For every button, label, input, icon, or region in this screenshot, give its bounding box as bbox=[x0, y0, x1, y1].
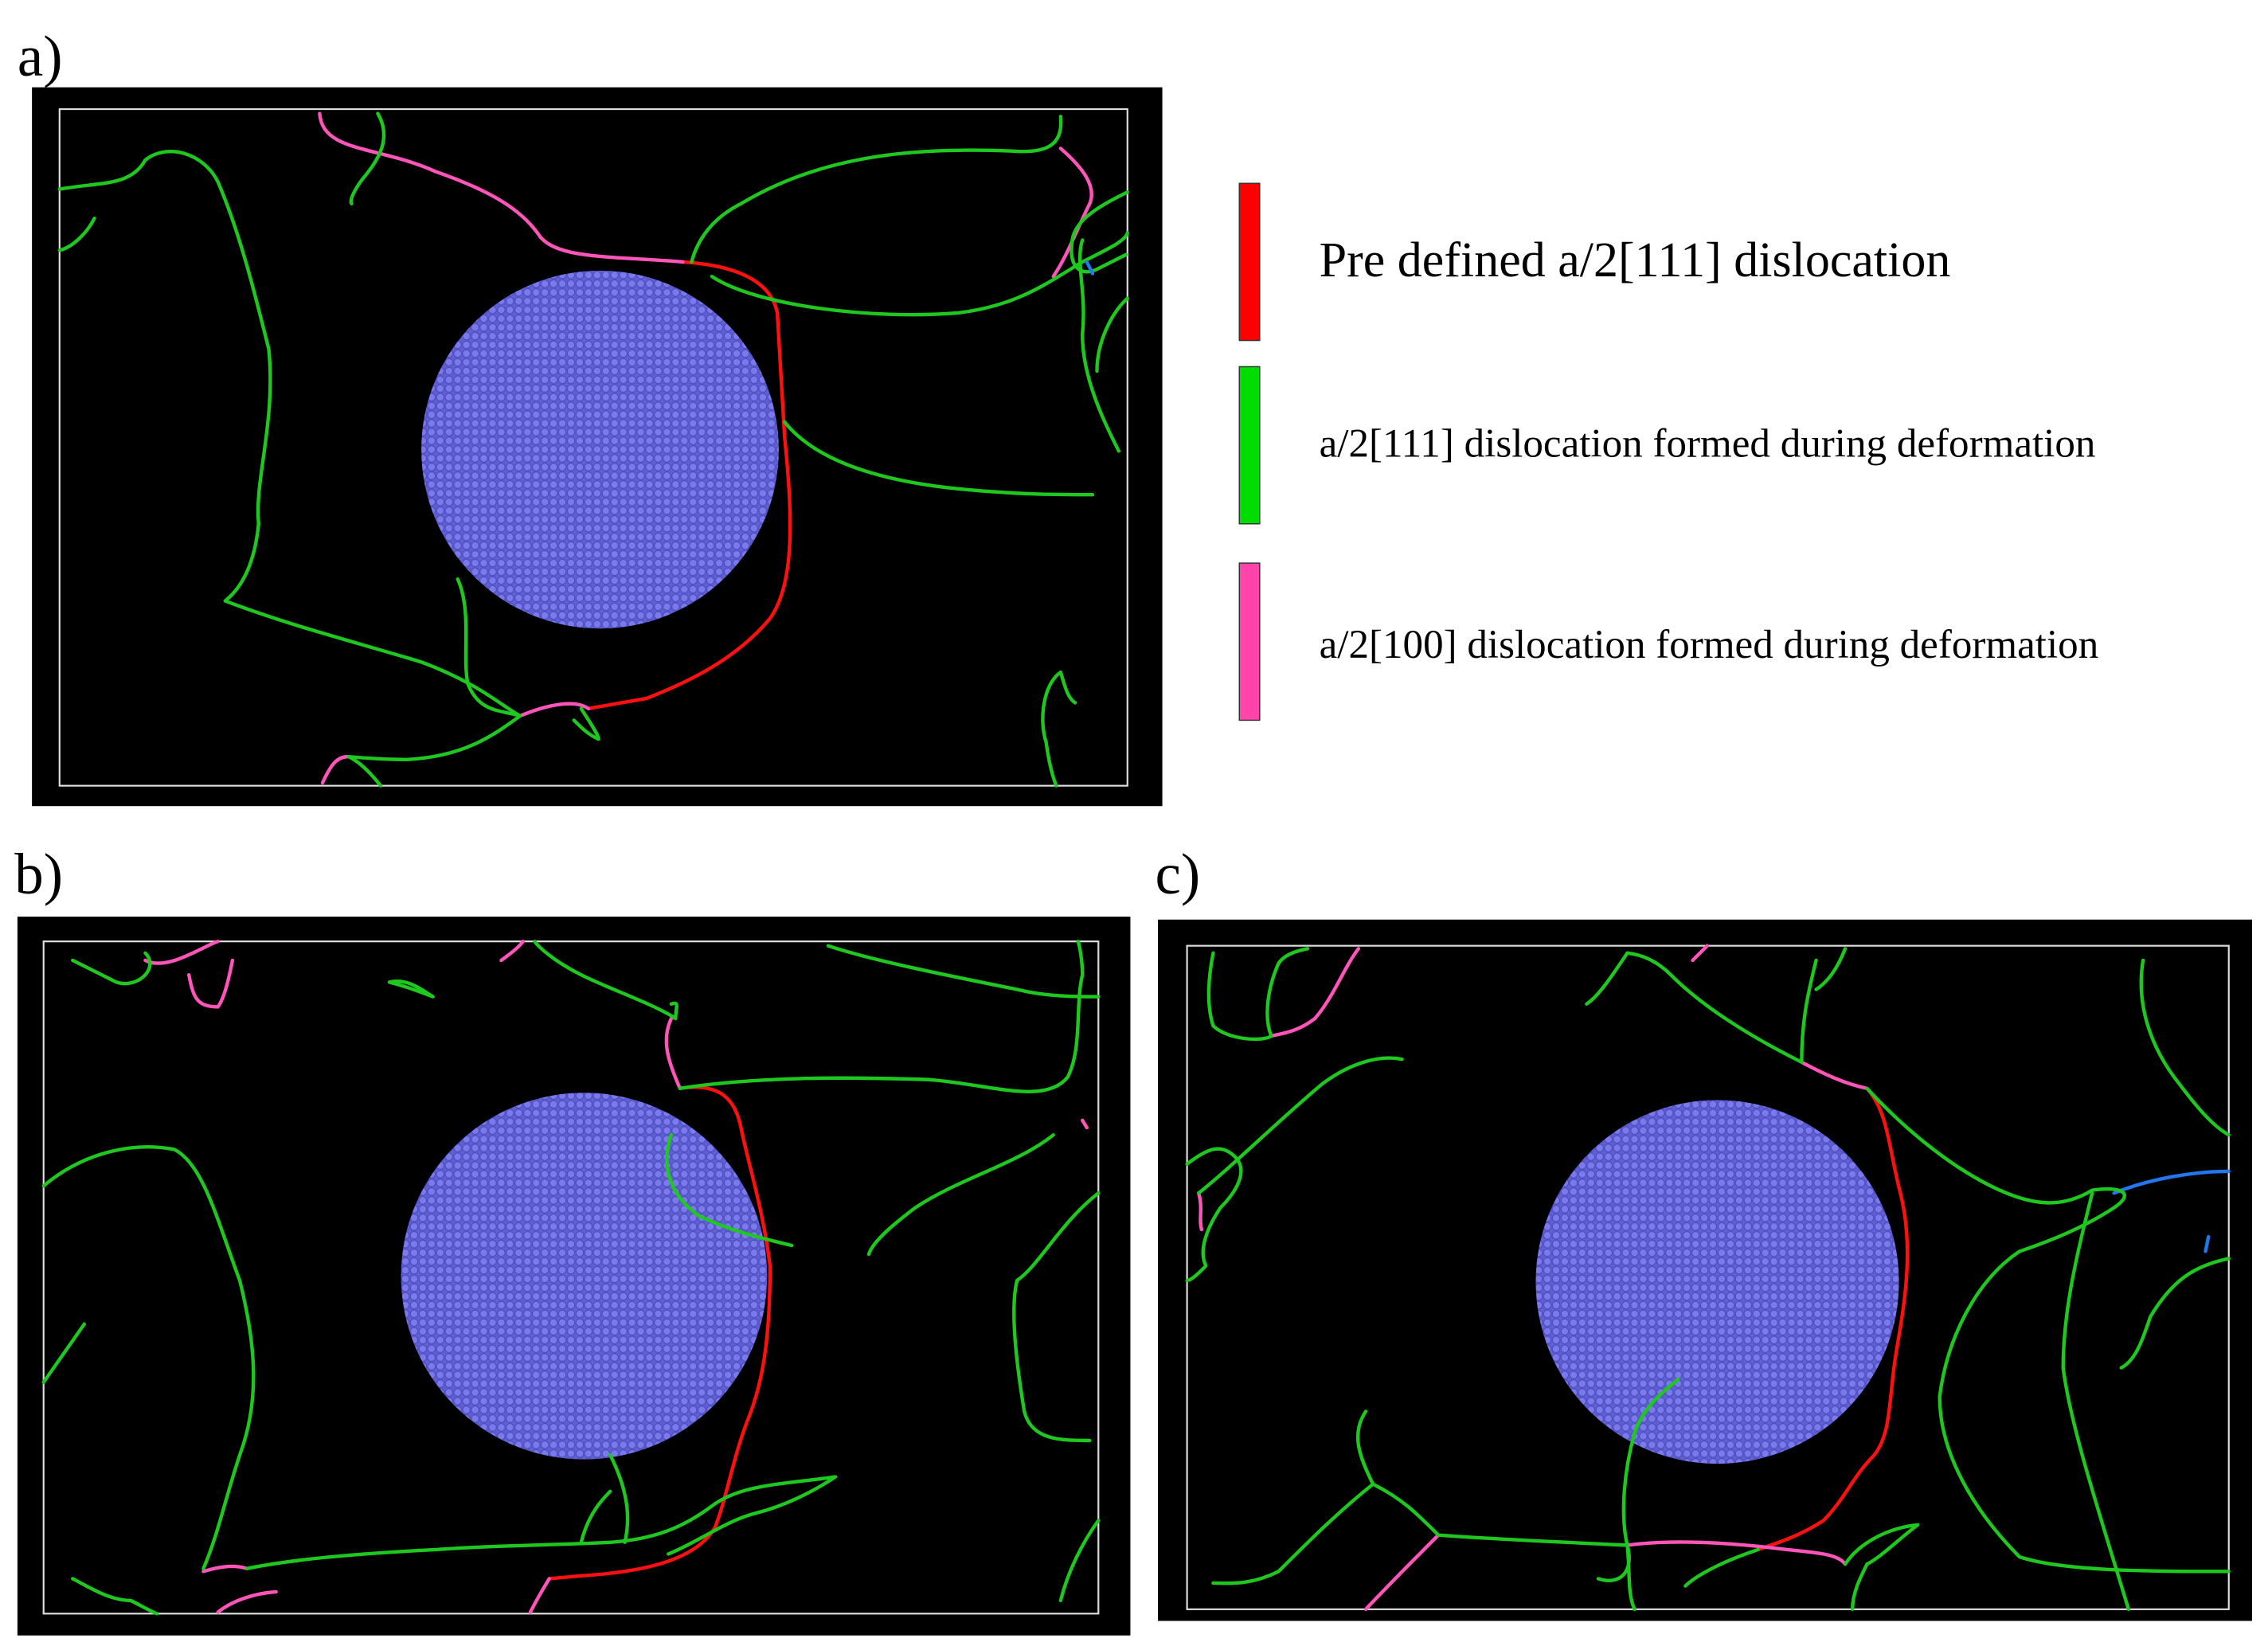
legend-swatch bbox=[1238, 366, 1261, 525]
legend-label: a/2[100] dislocation formed during defor… bbox=[1320, 622, 2099, 667]
precipitate bbox=[401, 1093, 768, 1460]
precipitate bbox=[1535, 1100, 1899, 1464]
legend-swatch bbox=[1238, 182, 1261, 342]
legend-label: Pre defined a/2[111] dislocation bbox=[1320, 233, 1951, 287]
legend: Pre defined a/2[111] dislocation a/2[111… bbox=[1238, 182, 2099, 721]
panel-b bbox=[17, 917, 1131, 1636]
legend-label: a/2[111] dislocation formed during defor… bbox=[1320, 421, 2096, 467]
panel-label: a) bbox=[18, 24, 63, 88]
panel-label: b) bbox=[14, 842, 63, 906]
panel-c bbox=[1158, 919, 2252, 1621]
precipitate bbox=[421, 270, 779, 629]
legend-swatch bbox=[1238, 562, 1261, 721]
panel-label: c) bbox=[1155, 842, 1200, 906]
panel-a bbox=[32, 87, 1163, 807]
